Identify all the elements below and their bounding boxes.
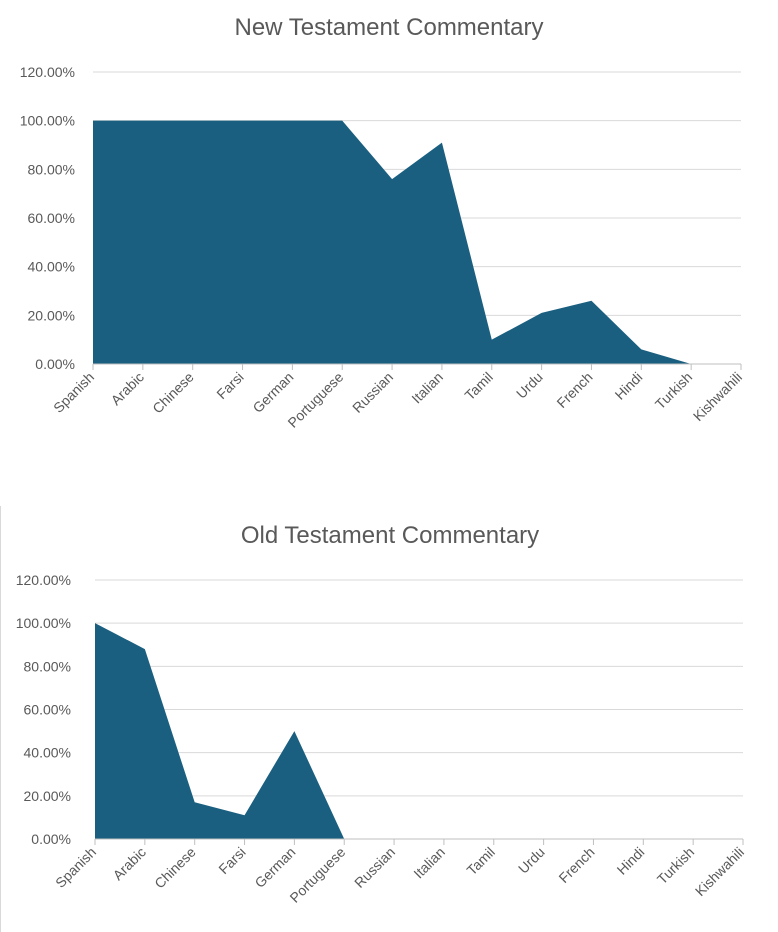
old-testament-chart: Old Testament Commentary 0.00% 20.00% 40.0… <box>0 506 778 932</box>
x-tick-label: Russian <box>351 844 398 891</box>
x-tick-label: Urdu <box>515 844 548 877</box>
x-tick-label: Italian <box>408 369 446 407</box>
x-tick-label: Chinese <box>151 844 199 892</box>
y-tick-label: 120.00% <box>20 64 75 80</box>
chart-title: New Testament Commentary <box>234 14 544 41</box>
x-tick-label: French <box>553 369 595 411</box>
new-testament-plot: 0.00% 20.00% 40.00% 60.00% 80.00% 100.00% 120.… <box>20 64 745 431</box>
y-tick-label: 40.00% <box>28 259 75 275</box>
y-tick-label: 20.00% <box>28 307 75 323</box>
x-tick-label: Tamil <box>461 369 495 403</box>
x-tick-label: Tamil <box>463 844 497 878</box>
new-testament-chart: New Testament Commentary 0.00% 20.00% 40.0… <box>20 14 745 431</box>
x-tick-label: Hindi <box>614 844 648 878</box>
x-tick-label: Chinese <box>149 369 197 417</box>
x-tick-label: Kishwahili <box>692 844 747 899</box>
old-testament-plot: 0.00% 20.00% 40.00% 60.00% 80.00% 100.00% 120.… <box>16 572 747 906</box>
y-tick-label: 100.00% <box>20 113 75 129</box>
y-tick-label: 120.00% <box>16 572 71 588</box>
y-tick-label: 80.00% <box>24 658 71 674</box>
x-tick-label: Spanish <box>52 844 99 891</box>
x-tick-label: Arabic <box>108 369 147 408</box>
x-tick-label: Turkish <box>654 844 697 887</box>
area-series <box>95 623 743 839</box>
x-tick-label: Arabic <box>110 844 149 883</box>
area-series <box>93 120 741 365</box>
x-tick-label: Kishwahili <box>690 369 745 424</box>
x-tick-label: Spanish <box>50 369 97 416</box>
x-tick-label: Russian <box>349 369 396 416</box>
x-tick-label: French <box>555 844 597 886</box>
x-tick-label: Farsi <box>215 844 248 877</box>
x-tick-label: Turkish <box>652 369 695 412</box>
y-tick-label: 0.00% <box>35 356 75 372</box>
chart-title: Old Testament Commentary <box>240 522 540 549</box>
x-tick-label: Hindi <box>612 369 646 403</box>
x-tick-label: German <box>251 844 298 891</box>
y-tick-label: 100.00% <box>16 615 71 631</box>
x-tick-label: German <box>249 369 296 416</box>
y-tick-label: 20.00% <box>24 788 71 804</box>
x-tick-label: Italian <box>410 844 448 882</box>
y-tick-label: 0.00% <box>31 831 71 847</box>
y-tick-label: 60.00% <box>24 702 71 718</box>
y-tick-label: 80.00% <box>28 161 75 177</box>
y-tick-label: 60.00% <box>28 210 75 226</box>
y-tick-label: 40.00% <box>24 745 71 761</box>
x-tick-label: Farsi <box>213 369 246 402</box>
x-tick-label: Urdu <box>513 369 546 402</box>
